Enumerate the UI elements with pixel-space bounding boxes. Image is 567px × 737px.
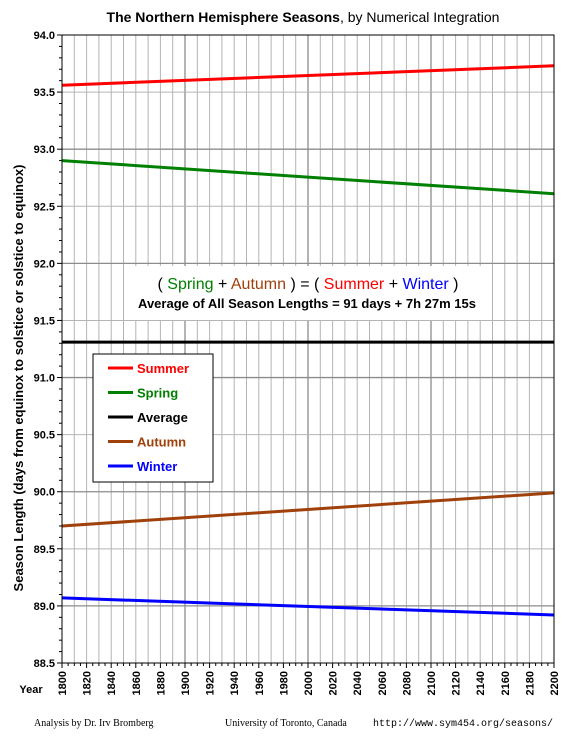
eq-close: ) bbox=[449, 276, 459, 293]
series-line-autumn bbox=[61, 491, 555, 528]
y-tick-label: 89.0 bbox=[34, 601, 55, 613]
eq-plus2: + bbox=[384, 276, 402, 293]
x-tick-label: 2040 bbox=[352, 671, 364, 695]
equation-text: ( Spring + Autumn ) = ( Summer + Winter … bbox=[157, 276, 458, 293]
y-tick-label: 90.5 bbox=[34, 430, 55, 442]
x-tick-label: 2060 bbox=[377, 671, 389, 695]
x-tick-label: 2080 bbox=[401, 671, 413, 695]
chart-title-rest: , by Numerical Integration bbox=[340, 9, 500, 25]
x-tick-label: 1940 bbox=[229, 671, 241, 695]
eq-mid: ) = ( bbox=[286, 276, 324, 293]
series-group bbox=[61, 64, 555, 617]
legend-label-autumn: Autumn bbox=[137, 435, 186, 450]
eq-autumn: Autumn bbox=[231, 276, 286, 293]
x-axis-ticks: 1800 1820 1840 1860 1880 1900 1920 1940 1960 1980… bbox=[57, 663, 561, 695]
x-tick-label: 1860 bbox=[131, 671, 143, 695]
y-tick-label: 93.0 bbox=[34, 144, 55, 156]
series-line-spring bbox=[61, 159, 555, 196]
eq-plus1: + bbox=[214, 276, 231, 293]
x-tick-label: 1840 bbox=[106, 671, 118, 695]
x-tick-label: 2160 bbox=[500, 671, 512, 695]
legend-label-winter: Winter bbox=[137, 459, 177, 474]
legend-label-average: Average bbox=[137, 410, 188, 425]
series-line-summer bbox=[61, 64, 555, 87]
x-tick-label: 1960 bbox=[254, 671, 266, 695]
y-tick-label: 94.0 bbox=[34, 30, 55, 42]
legend-label-spring: Spring bbox=[137, 386, 178, 401]
chart-title-bold: The Northern Hemisphere Seasons bbox=[107, 9, 341, 25]
x-tick-label: 2000 bbox=[303, 671, 315, 695]
x-tick-label: 1880 bbox=[155, 671, 167, 695]
y-tick-label: 91.0 bbox=[34, 373, 55, 385]
y-axis-ticks: 88.5 89.0 89.5 90.0 90.5 91.0 91.5 92.0 92.5 93.0… bbox=[34, 30, 62, 670]
series-line-winter bbox=[61, 596, 555, 617]
legend-box bbox=[92, 353, 214, 483]
x-tick-label: 2100 bbox=[426, 671, 438, 695]
equation-panel bbox=[130, 266, 486, 320]
x-tick-label: 2140 bbox=[475, 671, 487, 695]
y-tick-label: 88.5 bbox=[34, 658, 55, 670]
chart-title: The Northern Hemisphere Seasons, by Nume… bbox=[107, 9, 500, 25]
eq-open: ( bbox=[157, 276, 167, 293]
grid bbox=[62, 35, 554, 663]
y-tick-label: 89.5 bbox=[34, 544, 55, 556]
x-tick-label: 1900 bbox=[180, 671, 192, 695]
footer-affiliation: University of Toronto, Canada bbox=[225, 718, 347, 729]
x-axis-label: Year bbox=[19, 684, 43, 696]
average-note: Average of All Season Lengths = 91 days … bbox=[138, 296, 476, 311]
x-tick-label: 2180 bbox=[524, 671, 536, 695]
x-tick-label: 2120 bbox=[451, 671, 463, 695]
x-tick-label: 1820 bbox=[82, 671, 94, 695]
x-tick-label: 1920 bbox=[205, 671, 217, 695]
x-tick-label: 1800 bbox=[57, 671, 69, 695]
footer-author: Analysis by Dr. Irv Bromberg bbox=[34, 718, 154, 729]
y-axis-label: Season Length (days from equinox to sols… bbox=[11, 165, 26, 592]
x-tick-label: 2200 bbox=[549, 671, 561, 695]
y-tick-label: 92.5 bbox=[34, 201, 55, 213]
eq-spring: Spring bbox=[167, 276, 213, 293]
y-tick-label: 90.0 bbox=[34, 487, 55, 499]
x-tick-label: 2020 bbox=[328, 671, 340, 695]
x-tick-label: 1980 bbox=[278, 671, 290, 695]
legend-label-summer: Summer bbox=[137, 361, 189, 376]
y-tick-label: 92.0 bbox=[34, 258, 55, 270]
y-tick-label: 93.5 bbox=[34, 87, 55, 99]
footer-url: http://www.sym454.org/seasons/ bbox=[373, 718, 553, 730]
y-tick-label: 91.5 bbox=[34, 315, 55, 327]
eq-summer: Summer bbox=[324, 276, 385, 293]
legend: Summer Spring Average Autumn Winter bbox=[92, 353, 214, 483]
eq-winter: Winter bbox=[402, 276, 449, 293]
